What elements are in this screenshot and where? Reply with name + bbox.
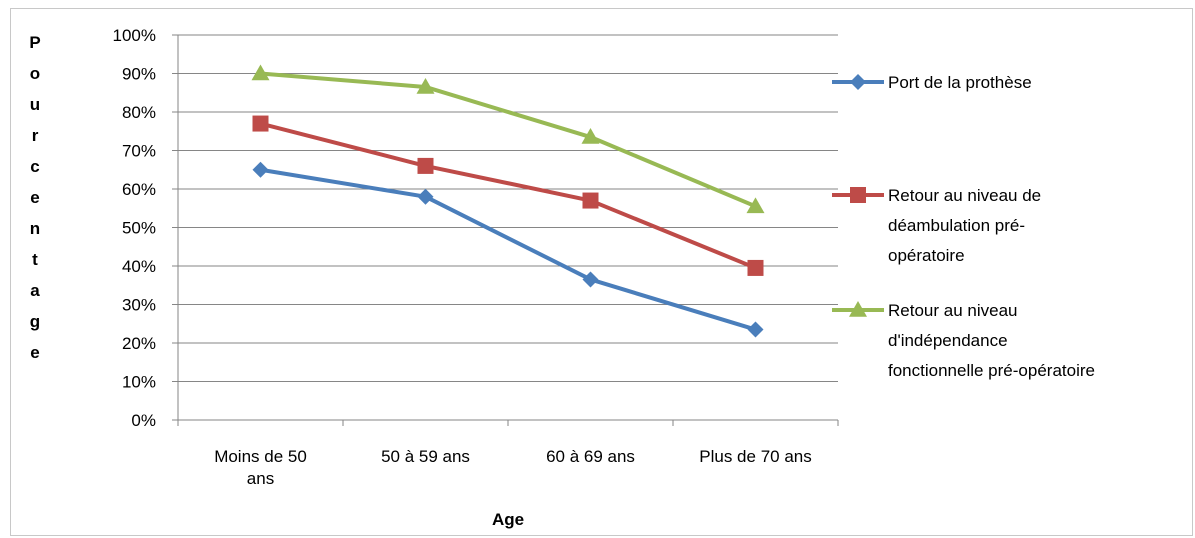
legend-marker <box>850 187 866 203</box>
y-tick-label: 80% <box>122 103 156 122</box>
data-point <box>252 115 269 132</box>
chart-frame <box>10 8 1193 536</box>
y-tick-label: 20% <box>122 334 156 353</box>
y-tick-label: 90% <box>122 65 156 84</box>
legend: Port de la prothèse Retour au niveau de dé… <box>832 73 1095 380</box>
y-tick-label: 50% <box>122 219 156 238</box>
data-point <box>746 197 765 214</box>
data-point <box>747 321 764 338</box>
x-tick-label: 50 à 59 ans <box>381 447 470 466</box>
y-tick-label: 0% <box>131 411 156 430</box>
y-tick-label: 70% <box>122 142 156 161</box>
x-tick-label: Plus de 70 ans <box>699 447 811 466</box>
data-point <box>416 77 435 94</box>
legend-label: Retour au niveau de déambulation pré-opér… <box>888 186 1041 265</box>
legend-label: Port de la prothèse <box>888 73 1032 92</box>
y-tick-label: 30% <box>122 296 156 315</box>
legend-marker <box>850 74 866 90</box>
legend-label: Retour au niveau d'indépendance fonctionne… <box>888 301 1095 380</box>
data-point <box>582 192 599 209</box>
data-point <box>251 64 270 81</box>
axis-titles: Age P o u r c e n t a g e <box>29 33 524 529</box>
data-point <box>252 161 269 178</box>
series-line-1 <box>260 167 757 332</box>
data-point <box>581 128 600 144</box>
y-tick-label: 60% <box>122 180 156 199</box>
data-point <box>417 157 434 174</box>
y-tick-label: 100% <box>113 26 156 45</box>
y-tick-label: 10% <box>122 373 156 392</box>
gridlines <box>178 34 838 421</box>
series-line-2 <box>260 121 757 270</box>
x-tick-label: Moins de 50 ans <box>214 447 307 488</box>
x-axis-title: Age <box>492 510 524 529</box>
y-tick-label: 40% <box>122 257 156 276</box>
series-line-3 <box>260 71 757 209</box>
series-lines <box>251 64 765 338</box>
legend-marker <box>849 301 867 317</box>
data-point <box>417 188 434 205</box>
data-point <box>747 259 764 276</box>
x-tick-label: 60 à 69 ans <box>546 447 635 466</box>
data-point <box>582 271 599 288</box>
axes: 0% 10% 20% 30% 40% 50% 60% 70% 80% 90% 100% Moins d… <box>113 26 839 488</box>
